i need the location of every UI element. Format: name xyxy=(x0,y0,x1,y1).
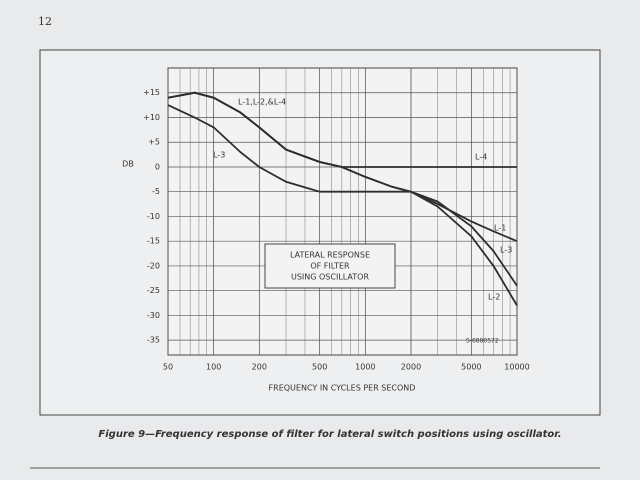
caption: Figure 9—Frequency response of filter fo… xyxy=(98,429,561,440)
drawing-number: S-6880572 xyxy=(466,338,499,345)
x-tick-label: 100 xyxy=(206,363,221,372)
x-axis-label: FREQUENCY IN CYCLES PER SECOND xyxy=(269,384,416,393)
x-tick-label: 50 xyxy=(163,363,173,372)
y-tick-label: -10 xyxy=(147,212,160,221)
plot-area xyxy=(167,67,518,356)
x-tick-label: 200 xyxy=(252,363,267,372)
y-tick-label: -25 xyxy=(147,286,160,295)
y-tick-label: +5 xyxy=(148,138,160,147)
x-tick-label: 10000 xyxy=(504,363,529,372)
series-label: L-3 xyxy=(500,246,512,255)
x-tick-label: 1000 xyxy=(355,363,375,372)
box-title-line: OF FILTER xyxy=(310,262,350,271)
x-tick-label: 500 xyxy=(312,363,327,372)
series-label: L-2 xyxy=(488,293,500,302)
y-tick-label: -5 xyxy=(152,187,160,196)
y-tick-label: -35 xyxy=(147,336,160,345)
series-label: L-1 xyxy=(494,224,506,233)
annotation: L-1,L-2,&L-4 xyxy=(238,98,286,107)
x-tick-label: 2000 xyxy=(401,363,421,372)
y-tick-label: +10 xyxy=(143,113,160,122)
series-label: L-4 xyxy=(475,153,487,162)
y-tick-label: -20 xyxy=(147,261,160,270)
y-tick-label: 0 xyxy=(155,162,160,171)
annotation: L-3 xyxy=(213,151,225,160)
x-tick-label: 5000 xyxy=(461,363,481,372)
y-tick-label: -15 xyxy=(147,237,160,246)
title-box xyxy=(264,243,396,289)
series-line xyxy=(167,104,518,287)
y-tick-label: +15 xyxy=(143,88,160,97)
series-line xyxy=(167,91,518,306)
box-title-line: USING OSCILLATOR xyxy=(291,273,369,282)
page-number: 12 xyxy=(38,15,52,28)
y-tick-label: -30 xyxy=(147,311,160,320)
box-title-line: LATERAL RESPONSE xyxy=(290,251,370,260)
y-axis-label: DB xyxy=(122,160,134,169)
